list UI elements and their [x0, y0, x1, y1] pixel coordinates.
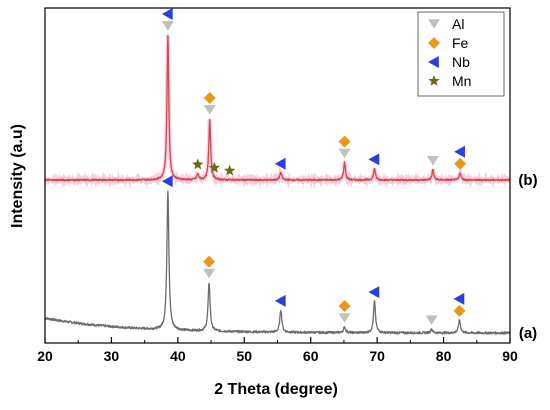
series-label-b: (b) [518, 172, 537, 189]
peak-marker-al-icon [338, 148, 351, 159]
axes: 20 30 40 50 60 70 80 90 [37, 7, 518, 364]
x-tick-label: 20 [37, 348, 53, 364]
peak-marker-fe-icon [338, 300, 351, 313]
legend: Al Fe Nb Mn [417, 11, 505, 97]
legend-fe-icon [428, 37, 440, 49]
series-line-a [44, 190, 511, 335]
peak-marker-nb-icon [368, 286, 380, 299]
x-tick-label: 30 [104, 348, 120, 364]
peak-marker-al-icon [426, 156, 439, 166]
x-tick-label: 90 [502, 348, 518, 364]
series-line-b [44, 34, 511, 182]
peak-marker-al-icon [203, 105, 216, 115]
peak-marker-al-icon [161, 21, 174, 31]
x-axis-title: 2 Theta (degree) [214, 381, 338, 398]
peak-marker-nb-icon [274, 157, 286, 170]
legend-label-fe: Fe [452, 35, 469, 51]
peak-marker-al-icon [338, 313, 351, 323]
peak-marker-fe-icon [338, 135, 351, 148]
peak-marker-fe-icon [454, 157, 467, 170]
legend-label-nb: Nb [452, 54, 470, 70]
x-tick-label: 70 [369, 348, 385, 364]
peak-marker-nb-icon [453, 292, 465, 305]
peak-marker-al-icon [203, 268, 216, 279]
legend-al-icon [428, 19, 440, 29]
peak-marker-mn-icon [223, 164, 236, 176]
peak-marker-fe-icon [453, 304, 466, 317]
peak-marker-nb-icon [368, 153, 380, 166]
peak-marker-mn-icon [208, 161, 221, 173]
legend-nb-icon [428, 56, 439, 68]
peak-marker-nb-icon [274, 294, 286, 307]
peak-marker-fe-icon [203, 255, 216, 268]
x-tick-label: 60 [303, 348, 319, 364]
peak-marker-nb-icon [161, 175, 173, 188]
peak-marker-fe-icon [203, 91, 216, 104]
x-tick-label: 50 [236, 348, 252, 364]
x-tick-label: 80 [436, 348, 452, 364]
legend-label-mn: Mn [452, 73, 471, 89]
x-tick-label: 40 [170, 348, 186, 364]
legend-label-al: Al [452, 16, 464, 32]
peak-marker-nb-icon [454, 145, 465, 158]
peak-markers [161, 7, 467, 325]
series-curves: (a) (b) [43, 34, 538, 342]
legend-mn-icon [428, 75, 440, 86]
peak-marker-nb-icon [161, 7, 173, 20]
peak-marker-al-icon [425, 315, 438, 325]
y-axis-title: Intensity (a.u) [9, 124, 26, 228]
peak-marker-mn-icon [192, 158, 204, 170]
series-label-a: (a) [519, 325, 537, 342]
